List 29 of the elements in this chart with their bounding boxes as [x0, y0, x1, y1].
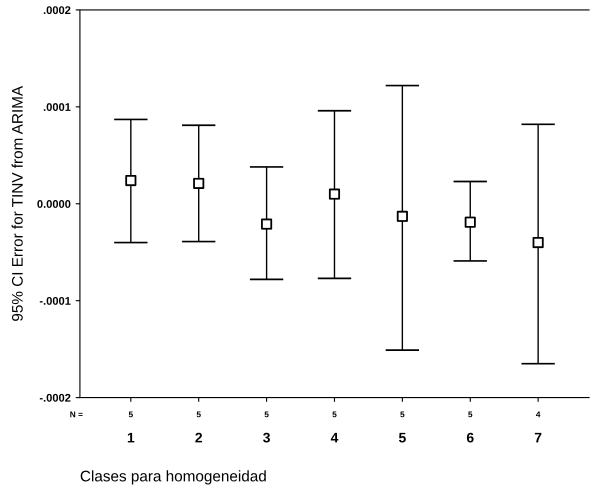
y-tick-label: 0.0000 — [37, 200, 70, 208]
text: 4 — [536, 411, 540, 418]
y-tick-label: -.0002 — [40, 394, 70, 402]
text: N = — [70, 411, 83, 418]
text: 5 — [400, 411, 404, 418]
text: 5 — [196, 411, 201, 418]
y-tick-label: .0001 — [44, 103, 71, 111]
x-axis-title: Clases para homogeneidad — [80, 470, 266, 485]
point — [396, 210, 408, 222]
x-tick-label: 6 — [466, 432, 474, 443]
point — [532, 236, 544, 248]
x-tick-label: 2 — [195, 432, 202, 442]
x-tick-label: 4 — [330, 432, 338, 442]
y-tick-label: -.0001 — [40, 296, 71, 305]
point — [125, 174, 136, 186]
point — [261, 218, 272, 230]
point — [193, 178, 204, 189]
text: 5 — [128, 411, 133, 418]
y-axis-title: 95% CI Error for TINV from ARIMA — [12, 86, 23, 321]
point — [328, 188, 340, 200]
text: 5 — [468, 411, 472, 418]
x-tick-label: 5 — [398, 432, 406, 443]
point — [464, 216, 476, 228]
x-tick-label: 3 — [263, 432, 270, 443]
text: 5 — [332, 411, 337, 418]
text: 5 — [264, 411, 269, 418]
x-tick-label: 7 — [534, 432, 542, 442]
y-tick-label: .0002 — [44, 6, 70, 14]
x-tick-label: 1 — [128, 432, 134, 442]
